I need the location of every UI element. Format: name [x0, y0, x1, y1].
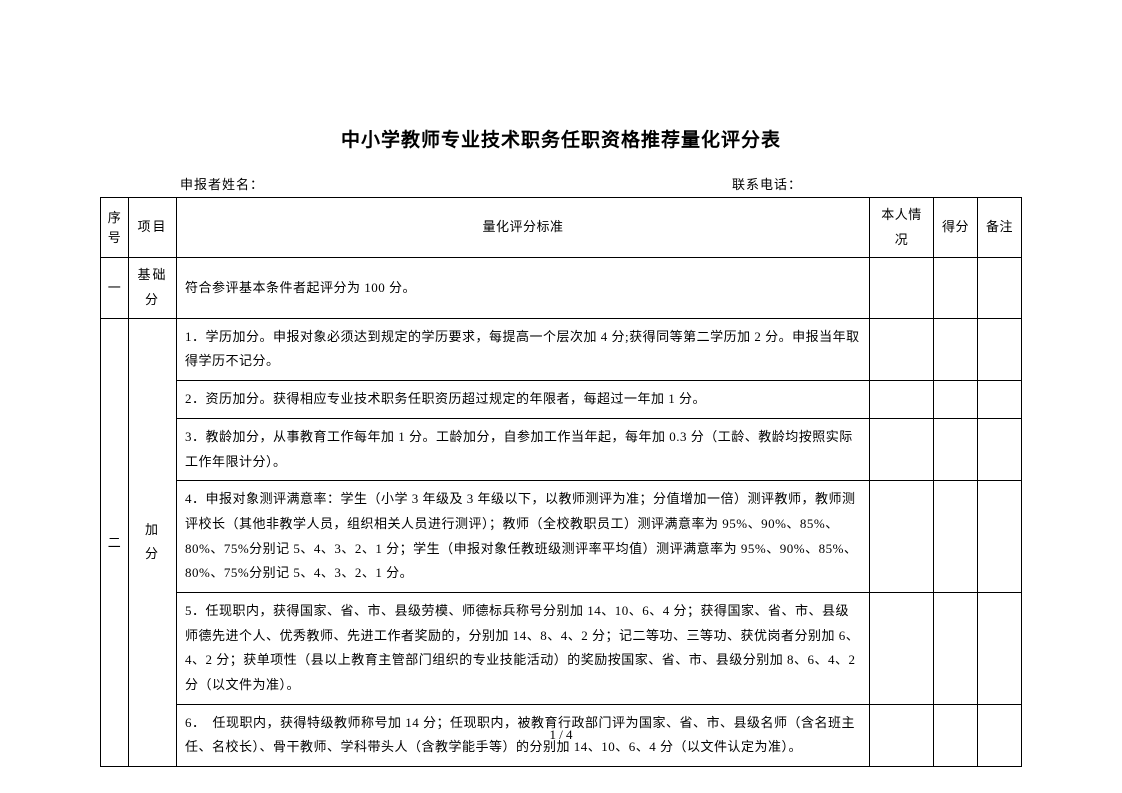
row2-status3: [870, 418, 934, 480]
document-title: 中小学教师专业技术职务任职资格推荐量化评分表: [100, 125, 1022, 152]
table-row: 5．任现职内，获得国家、省、市、县级劳模、师德标兵称号分别加 14、10、6、4…: [101, 592, 1022, 704]
contact-label: 联系电话：: [732, 174, 802, 193]
row1-status: [870, 258, 934, 318]
header-item: 项目: [129, 198, 177, 258]
row2-criteria2: 2．资历加分。获得相应专业技术职务任职资历超过规定的年限者，每超过一年加 1 分…: [177, 381, 870, 419]
header-remark: 备注: [978, 198, 1022, 258]
header-score: 得分: [934, 198, 978, 258]
row2-status5: [870, 592, 934, 704]
header-row: 申报者姓名： 联系电话：: [100, 174, 1022, 193]
row1-seq: 一: [101, 258, 129, 318]
table-header-row: 序号 项目 量化评分标准 本人情况 得分 备注: [101, 198, 1022, 258]
row2-criteria1: 1．学历加分。申报对象必须达到规定的学历要求，每提高一个层次加 4 分;获得同等…: [177, 318, 870, 380]
row1-score: [934, 258, 978, 318]
row2-criteria5: 5．任现职内，获得国家、省、市、县级劳模、师德标兵称号分别加 14、10、6、4…: [177, 592, 870, 704]
table-row: 一 基础分 符合参评基本条件者起评分为 100 分。: [101, 258, 1022, 318]
table-row: 3．教龄加分，从事教育工作每年加 1 分。工龄加分，自参加工作当年起，每年加 0…: [101, 418, 1022, 480]
page-container: 中小学教师专业技术职务任职资格推荐量化评分表 申报者姓名： 联系电话： 序号 项…: [0, 0, 1122, 767]
header-seq: 序号: [101, 198, 129, 258]
row2-status2: [870, 381, 934, 419]
row2-remark1: [978, 318, 1022, 380]
table-row: 2．资历加分。获得相应专业技术职务任职资历超过规定的年限者，每超过一年加 1 分…: [101, 381, 1022, 419]
row2-remark3: [978, 418, 1022, 480]
row2-score5: [934, 592, 978, 704]
row2-item: 加 分: [129, 318, 177, 766]
evaluation-table: 序号 项目 量化评分标准 本人情况 得分 备注 一 基础分 符合参评基本条件者起…: [100, 197, 1022, 767]
row2-score2: [934, 381, 978, 419]
table-row: 二 加 分 1．学历加分。申报对象必须达到规定的学历要求，每提高一个层次加 4 …: [101, 318, 1022, 380]
row2-score3: [934, 418, 978, 480]
table-row: 4．申报对象测评满意率：学生（小学 3 年级及 3 年级以下，以教师测评为准；分…: [101, 481, 1022, 593]
row2-remark4: [978, 481, 1022, 593]
row1-remark: [978, 258, 1022, 318]
applicant-label: 申报者姓名：: [180, 174, 264, 193]
row2-criteria4: 4．申报对象测评满意率：学生（小学 3 年级及 3 年级以下，以教师测评为准；分…: [177, 481, 870, 593]
row2-remark5: [978, 592, 1022, 704]
row2-status1: [870, 318, 934, 380]
row1-item: 基础分: [129, 258, 177, 318]
row2-criteria3: 3．教龄加分，从事教育工作每年加 1 分。工龄加分，自参加工作当年起，每年加 0…: [177, 418, 870, 480]
row2-remark2: [978, 381, 1022, 419]
row2-score4: [934, 481, 978, 593]
row2-status4: [870, 481, 934, 593]
page-number: 1 / 4: [0, 727, 1122, 743]
header-status: 本人情况: [870, 198, 934, 258]
header-criteria: 量化评分标准: [177, 198, 870, 258]
row2-score1: [934, 318, 978, 380]
row1-criteria: 符合参评基本条件者起评分为 100 分。: [177, 258, 870, 318]
row2-seq: 二: [101, 318, 129, 766]
